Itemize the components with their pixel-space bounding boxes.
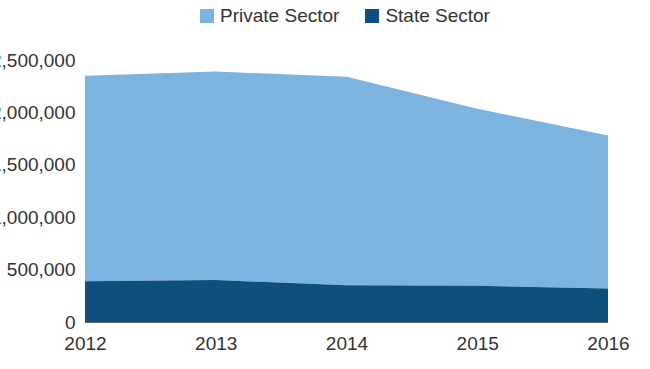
svg-text:500,000: 500,000 xyxy=(7,259,76,280)
html-text:Private Sector: Private Sector xyxy=(220,5,340,26)
html-text:State Sector: State Sector xyxy=(385,5,490,26)
svg-text:2016: 2016 xyxy=(587,333,629,354)
svg-text:2014: 2014 xyxy=(326,333,369,354)
svg-text:2013: 2013 xyxy=(195,333,237,354)
svg-text:2,000,000: 2,000,000 xyxy=(0,102,76,123)
svg-text:1,500,000: 1,500,000 xyxy=(0,154,76,175)
svg-text:2012: 2012 xyxy=(64,333,106,354)
svg-text:1,000,000: 1,000,000 xyxy=(0,207,76,228)
svg-text:0: 0 xyxy=(65,312,76,333)
svg-text:2015: 2015 xyxy=(457,333,499,354)
svg-text:2,500,000: 2,500,000 xyxy=(0,50,76,71)
